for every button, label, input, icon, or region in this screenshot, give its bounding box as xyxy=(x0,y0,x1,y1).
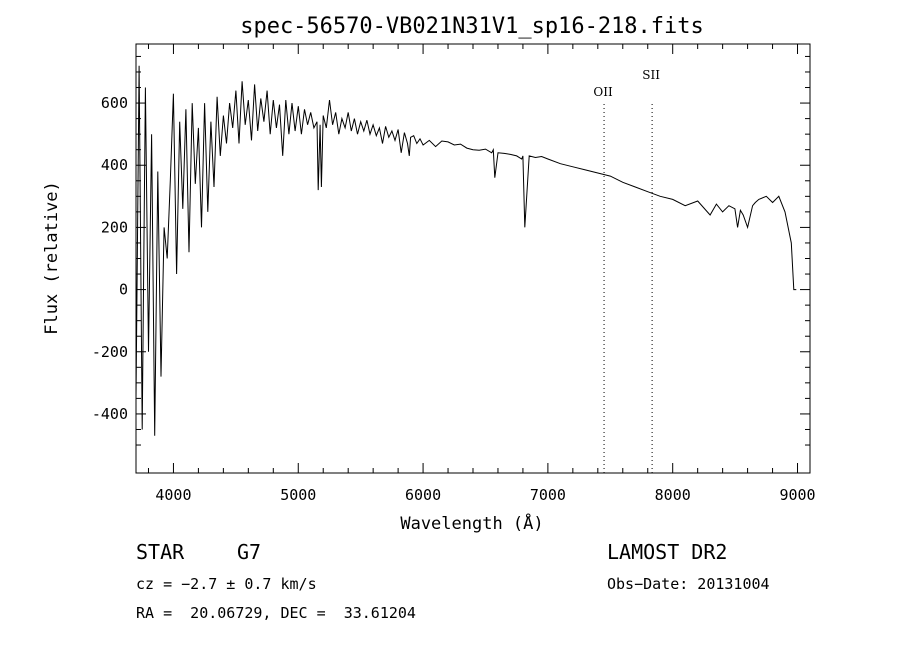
reference-lines: OII SII xyxy=(593,68,660,473)
x-tick-label: 8000 xyxy=(655,486,691,504)
object-subclass: G7 xyxy=(237,540,262,564)
reference-line-label: SII xyxy=(642,68,660,82)
y-tick-label: 400 xyxy=(101,156,128,174)
y-tick-label: -400 xyxy=(92,405,128,423)
y-tick-label: 0 xyxy=(119,281,128,299)
x-tick-label: 4000 xyxy=(155,486,191,504)
y-tick-label: 600 xyxy=(101,94,128,112)
reference-line-label: OII xyxy=(593,85,613,99)
object-class: STAR xyxy=(136,540,185,564)
spectrum-line xyxy=(135,65,797,436)
x-axis-label: Wavelength (Å) xyxy=(400,512,543,534)
x-tick-label: 5000 xyxy=(280,486,316,504)
axis-ticks: 4000 5000 6000 7000 8000 9000 -400 -200 0 200 400 6… xyxy=(92,44,816,504)
redshift-cz: cz = −2.7 ± 0.7 km/s xyxy=(136,575,317,593)
y-tick-label: 200 xyxy=(101,218,128,236)
x-tick-label: 7000 xyxy=(530,486,566,504)
x-tick-label: 6000 xyxy=(405,486,441,504)
sky-coordinates: RA = 20.06729, DEC = 33.61204 xyxy=(136,604,416,622)
y-tick-label: -200 xyxy=(92,343,128,361)
survey-name: LAMOST DR2 xyxy=(607,540,728,564)
y-axis-label: Flux (relative) xyxy=(42,181,62,335)
x-tick-label: 9000 xyxy=(779,486,815,504)
observation-date: Obs−Date: 20131004 xyxy=(607,575,770,593)
chart-title: spec-56570-VB021N31V1_sp16-218.fits xyxy=(240,14,704,39)
